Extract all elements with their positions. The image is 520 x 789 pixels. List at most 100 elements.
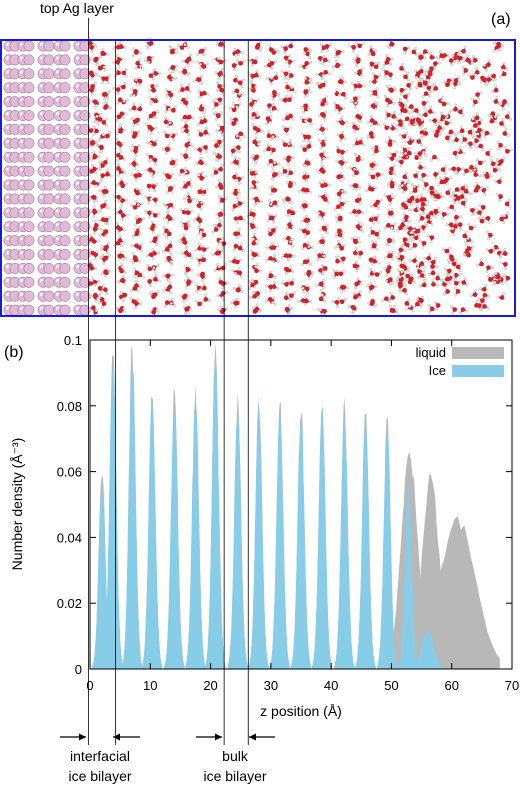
water-molecule	[459, 191, 467, 201]
water-molecule	[180, 100, 189, 109]
x-tick-label: 30	[264, 678, 278, 693]
water-molecule	[270, 72, 279, 81]
water-molecule	[322, 179, 331, 188]
water-molecule	[231, 203, 241, 212]
water-molecule	[283, 266, 292, 275]
water-molecule	[452, 149, 460, 159]
water-molecule	[301, 286, 310, 295]
water-molecule	[352, 247, 361, 257]
water-molecule	[372, 72, 382, 80]
bulk-label-line2: ice bilayer	[203, 768, 266, 784]
water-molecule	[132, 49, 142, 57]
water-molecule	[457, 45, 467, 54]
water-molecule	[320, 264, 328, 274]
legend-label-ice: Ice	[429, 363, 446, 378]
water-molecule	[482, 215, 491, 224]
ag-atom	[43, 304, 55, 316]
water-molecule	[473, 210, 483, 218]
water-molecule	[446, 204, 456, 212]
water-molecule	[282, 112, 290, 122]
water-molecule	[200, 244, 210, 252]
ag-atom	[79, 221, 91, 233]
water-molecule	[421, 100, 430, 109]
water-molecule	[319, 226, 329, 234]
water-molecule	[117, 250, 125, 261]
water-molecule	[99, 246, 109, 255]
water-molecule	[150, 210, 161, 218]
water-molecule	[372, 146, 379, 156]
water-molecule	[250, 278, 259, 288]
water-molecule	[162, 143, 171, 152]
water-molecule	[117, 278, 127, 286]
water-molecule	[237, 242, 246, 252]
water-molecule	[301, 242, 311, 251]
water-molecule	[115, 306, 126, 314]
water-molecule	[335, 269, 346, 277]
water-molecule	[450, 103, 458, 113]
water-molecule	[467, 127, 475, 137]
density-peak-ice	[398, 482, 419, 669]
water-molecule	[196, 116, 205, 126]
ag-atom	[23, 249, 35, 260]
water-molecule	[97, 284, 105, 294]
water-molecule	[168, 184, 176, 194]
water-molecule	[462, 230, 470, 240]
water-molecule	[282, 196, 291, 204]
water-molecule	[478, 284, 488, 292]
water-molecule	[217, 194, 225, 205]
water-molecule	[149, 157, 158, 166]
water-molecule	[355, 41, 365, 49]
water-molecule	[415, 81, 426, 89]
water-molecule	[321, 70, 331, 77]
water-molecule	[178, 233, 187, 242]
water-molecule	[303, 157, 311, 168]
water-molecule	[335, 228, 345, 236]
ag-atom	[59, 54, 71, 66]
water-molecule	[286, 86, 297, 94]
water-molecule	[287, 59, 296, 68]
water-molecule	[441, 211, 450, 220]
water-molecule	[271, 169, 281, 177]
water-molecule	[303, 140, 312, 149]
water-molecule	[411, 46, 419, 57]
ag-atom	[59, 110, 71, 121]
water-molecule	[383, 192, 394, 200]
water-molecule	[441, 53, 451, 61]
water-molecule	[466, 165, 477, 172]
water-molecule	[194, 299, 205, 307]
water-molecule	[420, 224, 429, 233]
water-molecule	[338, 255, 346, 265]
water-molecule	[113, 240, 123, 248]
ag-atom	[23, 123, 35, 135]
water-molecule	[183, 150, 192, 160]
water-molecule	[300, 132, 308, 143]
water-molecule	[470, 55, 478, 65]
density-peak-ice	[185, 401, 206, 669]
water-molecule	[441, 246, 452, 254]
water-molecule	[234, 157, 241, 168]
water-molecule	[368, 255, 376, 266]
water-molecule	[283, 292, 292, 301]
water-molecule	[166, 216, 176, 224]
water-molecule	[404, 137, 414, 145]
series-ice-area	[91, 353, 444, 669]
ag-atom	[79, 151, 91, 163]
water-molecule	[115, 125, 123, 136]
water-molecule	[169, 46, 178, 55]
water-molecule	[248, 280, 255, 290]
water-molecule	[86, 281, 97, 289]
water-molecule	[317, 80, 328, 88]
ag-atom	[23, 68, 35, 80]
water-molecule	[146, 263, 156, 272]
water-molecule	[353, 236, 362, 245]
water-molecule	[465, 243, 475, 251]
water-molecule	[167, 105, 178, 113]
water-molecule	[397, 252, 405, 263]
water-molecule	[89, 137, 99, 146]
water-molecule	[233, 229, 240, 239]
water-molecule	[232, 172, 239, 182]
water-molecule	[304, 295, 313, 304]
water-molecule	[370, 100, 378, 111]
water-molecule	[396, 225, 406, 233]
water-molecule	[102, 102, 112, 110]
